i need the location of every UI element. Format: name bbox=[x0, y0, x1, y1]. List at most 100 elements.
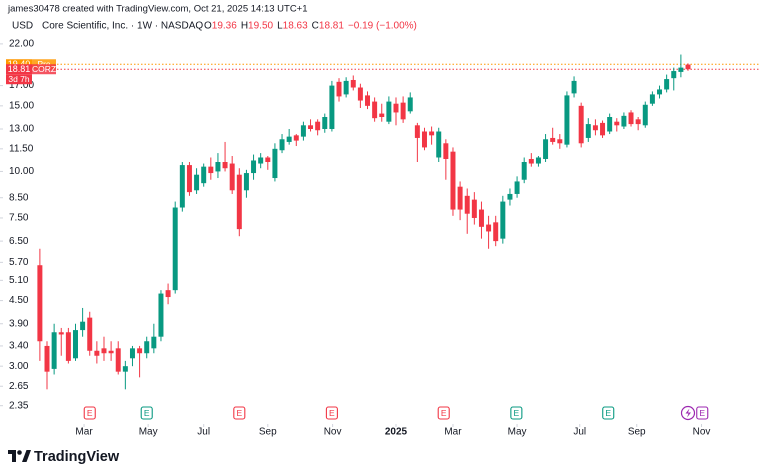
y-tick-label: 7.50 bbox=[9, 213, 29, 224]
candle-body bbox=[528, 158, 534, 164]
candle-body bbox=[514, 181, 520, 194]
y-tick-label: 2.65 bbox=[9, 381, 29, 392]
candle-body bbox=[101, 348, 107, 354]
candle-body bbox=[564, 95, 570, 145]
x-tick-label: Mar bbox=[75, 427, 93, 438]
candle-body bbox=[592, 125, 598, 131]
candle-body bbox=[507, 193, 513, 200]
countdown: 3d 7h bbox=[8, 74, 30, 84]
y-tick-label: 3.90 bbox=[9, 318, 29, 329]
candle-body bbox=[607, 117, 613, 132]
y-tick-label: 11.50 bbox=[9, 143, 34, 154]
x-tick-label: Nov bbox=[693, 427, 711, 438]
x-tick-label: May bbox=[508, 427, 527, 438]
y-tick-label: 15.00 bbox=[9, 100, 34, 111]
candle-body bbox=[208, 166, 214, 174]
brand-name: TradingView bbox=[34, 449, 120, 465]
event-badge bbox=[140, 406, 153, 420]
event-label: E bbox=[236, 408, 242, 418]
x-tick-label: Jul bbox=[573, 427, 586, 438]
legend-value: 18.63 bbox=[283, 21, 308, 32]
candle-body bbox=[229, 163, 235, 191]
candle-body bbox=[343, 80, 349, 95]
countdown-box bbox=[6, 74, 32, 85]
candle-body bbox=[642, 104, 648, 126]
legend-value: 19.50 bbox=[248, 21, 273, 32]
candle-body bbox=[614, 121, 620, 126]
candle-body bbox=[357, 87, 363, 101]
news-bolt bbox=[685, 408, 691, 418]
candle-body bbox=[450, 151, 456, 210]
y-tick-label: 3.00 bbox=[9, 361, 29, 372]
candle-body bbox=[122, 366, 128, 372]
candle-body bbox=[471, 199, 477, 218]
y-tick-label: 10.00 bbox=[9, 166, 34, 177]
candle-body bbox=[678, 67, 684, 72]
candle-body bbox=[165, 290, 171, 298]
candle-body bbox=[308, 125, 314, 129]
event-label: E bbox=[699, 408, 705, 418]
logo-mark bbox=[22, 450, 31, 462]
candle-body bbox=[671, 71, 677, 79]
candle-body bbox=[543, 139, 549, 159]
event-label: E bbox=[514, 408, 520, 418]
candle-body bbox=[329, 85, 335, 129]
candle-body bbox=[486, 224, 492, 232]
x-tick-label: Sep bbox=[259, 427, 277, 438]
legend-change: −0.19 (−1.00%) bbox=[348, 21, 417, 32]
candle-body bbox=[179, 165, 185, 208]
x-tick-label: May bbox=[139, 427, 158, 438]
plot-area: 22.00 17.00 15.00 13.00 11.50 10.00 8.50 7.50 6.… bbox=[0, 39, 760, 438]
y-tick-label: 22.00 bbox=[9, 39, 34, 50]
logo-dot bbox=[17, 450, 22, 455]
candle-body bbox=[58, 332, 64, 335]
candle-body bbox=[80, 321, 86, 331]
candle-body bbox=[279, 139, 285, 151]
candle-body bbox=[215, 162, 221, 172]
candle-body bbox=[386, 101, 392, 122]
candle-body bbox=[322, 117, 328, 129]
candle-body bbox=[379, 113, 385, 118]
candle-body bbox=[286, 136, 292, 142]
candle-body bbox=[172, 207, 178, 291]
candle-body bbox=[129, 348, 135, 359]
candle-body bbox=[300, 125, 306, 137]
candle-body bbox=[628, 112, 634, 125]
x-tick-label: Jul bbox=[197, 427, 210, 438]
candle-body bbox=[315, 121, 321, 131]
y-tick-label: 3.40 bbox=[9, 341, 29, 352]
candle-body bbox=[94, 350, 100, 356]
event-badge bbox=[233, 406, 246, 420]
event-label: E bbox=[144, 408, 150, 418]
event-label: E bbox=[605, 408, 611, 418]
candle-body bbox=[557, 139, 563, 144]
candle-body bbox=[236, 174, 242, 230]
event-badge bbox=[696, 406, 709, 420]
x-tick-label: 2025 bbox=[385, 427, 408, 438]
candle-body bbox=[365, 95, 370, 106]
candle-body bbox=[272, 148, 278, 179]
candle-body bbox=[336, 81, 342, 97]
candle-body bbox=[414, 125, 420, 138]
candle-body bbox=[493, 222, 499, 242]
candle-body bbox=[649, 94, 655, 104]
candle-body bbox=[521, 162, 527, 180]
event-label: E bbox=[87, 408, 93, 418]
x-tick-label: Sep bbox=[628, 427, 646, 438]
event-label: E bbox=[441, 408, 447, 418]
event-badge bbox=[83, 406, 96, 420]
event-badge bbox=[437, 406, 450, 420]
candle-body bbox=[186, 165, 192, 193]
event-badge bbox=[510, 406, 523, 420]
candle-body bbox=[421, 131, 427, 148]
brand-logo bbox=[8, 450, 31, 462]
candle-body bbox=[464, 195, 470, 214]
currency: USD bbox=[12, 21, 33, 32]
candle-body bbox=[578, 105, 584, 144]
candle-body bbox=[201, 166, 207, 184]
price-label: 19.40 bbox=[8, 59, 31, 69]
candle-body bbox=[585, 124, 591, 138]
candle-body bbox=[400, 102, 406, 120]
